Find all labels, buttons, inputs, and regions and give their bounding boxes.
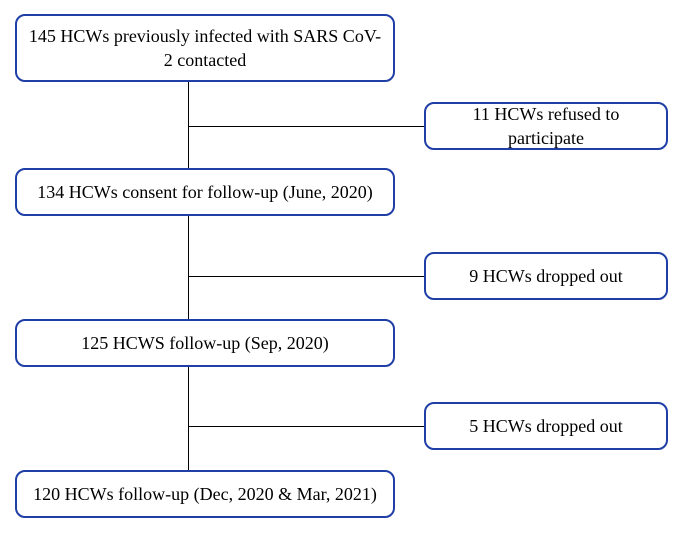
flow-node-label: 125 HCWS follow-up (Sep, 2020) (81, 331, 328, 355)
flow-node-n1: 145 HCWs previously infected with SARS C… (15, 14, 395, 82)
flow-node-label: 9 HCWs dropped out (469, 264, 622, 288)
flow-node-n4: 120 HCWs follow-up (Dec, 2020 & Mar, 202… (15, 470, 395, 518)
flow-node-label: 145 HCWs previously infected with SARS C… (27, 24, 383, 73)
connector-vertical (188, 216, 189, 319)
flow-node-label: 11 HCWs refused to participate (436, 102, 656, 151)
flow-node-label: 5 HCWs dropped out (469, 414, 622, 438)
flow-node-s1: 11 HCWs refused to participate (424, 102, 668, 150)
flow-node-n3: 125 HCWS follow-up (Sep, 2020) (15, 319, 395, 367)
flow-node-n2: 134 HCWs consent for follow-up (June, 20… (15, 168, 395, 216)
flow-node-label: 120 HCWs follow-up (Dec, 2020 & Mar, 202… (33, 482, 377, 506)
flow-node-s3: 5 HCWs dropped out (424, 402, 668, 450)
connector-vertical (188, 82, 189, 168)
connector-horizontal (188, 276, 424, 277)
flow-node-s2: 9 HCWs dropped out (424, 252, 668, 300)
flow-node-label: 134 HCWs consent for follow-up (June, 20… (37, 180, 372, 204)
flowchart-canvas: 145 HCWs previously infected with SARS C… (0, 0, 681, 536)
connector-horizontal (188, 126, 424, 127)
connector-horizontal (188, 426, 424, 427)
connector-vertical (188, 367, 189, 470)
